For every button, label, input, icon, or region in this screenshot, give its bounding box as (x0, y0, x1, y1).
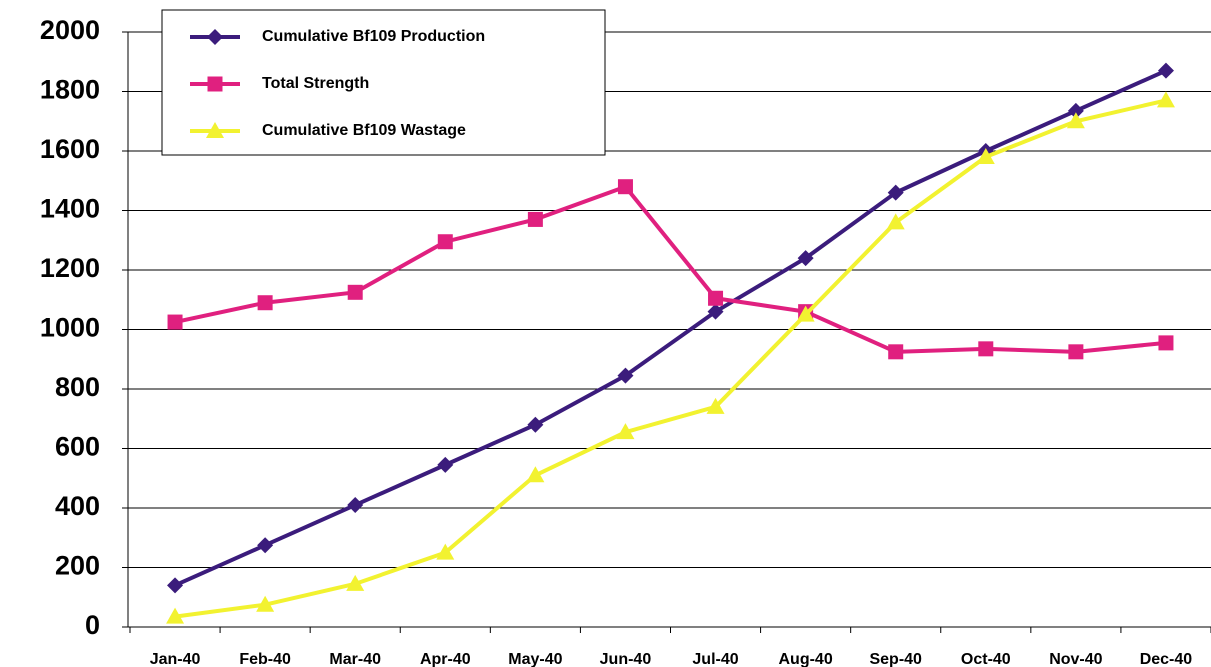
marker (257, 295, 273, 311)
marker (527, 211, 543, 227)
x-tick-label: Jun-40 (600, 651, 652, 667)
marker (526, 466, 545, 483)
x-tick-label: Feb-40 (239, 651, 291, 667)
marker (257, 537, 274, 554)
series-line (174, 68, 1167, 588)
marker (437, 456, 454, 473)
legend-label: Cumulative Bf109 Production (262, 28, 485, 45)
marker (887, 184, 904, 201)
marker (1067, 102, 1084, 119)
x-tick-label: Aug-40 (779, 651, 833, 667)
marker (347, 497, 364, 514)
marker (166, 607, 185, 624)
y-tick-label: 600 (55, 432, 100, 462)
marker (207, 76, 223, 92)
marker (1157, 62, 1174, 79)
marker (256, 595, 275, 612)
y-tick-label: 200 (55, 551, 100, 581)
marker (206, 122, 224, 138)
marker (796, 305, 815, 322)
y-tick-label: 0 (85, 610, 100, 640)
marker (347, 284, 363, 300)
x-tick-label: Dec-40 (1140, 651, 1193, 667)
y-tick-label: 1000 (40, 313, 100, 343)
marker (617, 179, 633, 195)
marker (346, 574, 365, 591)
y-tick-label: 2000 (40, 15, 100, 45)
y-tick-label: 1400 (40, 194, 100, 224)
x-tick-label: Nov-40 (1049, 651, 1102, 667)
marker (976, 147, 995, 164)
x-tick-label: Oct-40 (961, 651, 1011, 667)
y-tick-label: 800 (55, 372, 100, 402)
marker (617, 367, 634, 384)
marker (797, 250, 814, 267)
series-line (174, 98, 1167, 619)
series-line (174, 184, 1167, 354)
y-tick-label: 1800 (40, 75, 100, 105)
marker (708, 290, 724, 306)
marker (1068, 344, 1084, 360)
legend-label: Cumulative Bf109 Wastage (262, 122, 466, 139)
x-tick-label: Jul-40 (692, 651, 738, 667)
marker (1158, 335, 1174, 351)
x-tick-label: Jan-40 (150, 651, 201, 667)
marker (616, 423, 635, 440)
marker (888, 344, 904, 360)
x-tick-label: Sep-40 (869, 651, 922, 667)
marker (436, 543, 455, 560)
marker (707, 303, 724, 320)
marker (167, 314, 183, 330)
marker (886, 213, 905, 230)
y-tick-label: 1200 (40, 253, 100, 283)
marker (706, 397, 725, 414)
legend-label: Total Strength (262, 75, 369, 92)
y-tick-label: 400 (55, 491, 100, 521)
x-tick-label: Apr-40 (420, 651, 471, 667)
marker (527, 416, 544, 433)
x-tick-label: Mar-40 (329, 651, 381, 667)
marker (1156, 91, 1175, 108)
x-tick-label: May-40 (508, 651, 562, 667)
marker (437, 234, 453, 250)
marker (1066, 112, 1085, 129)
marker (207, 29, 223, 45)
y-tick-label: 1600 (40, 134, 100, 164)
marker (167, 577, 184, 594)
marker (978, 341, 994, 357)
